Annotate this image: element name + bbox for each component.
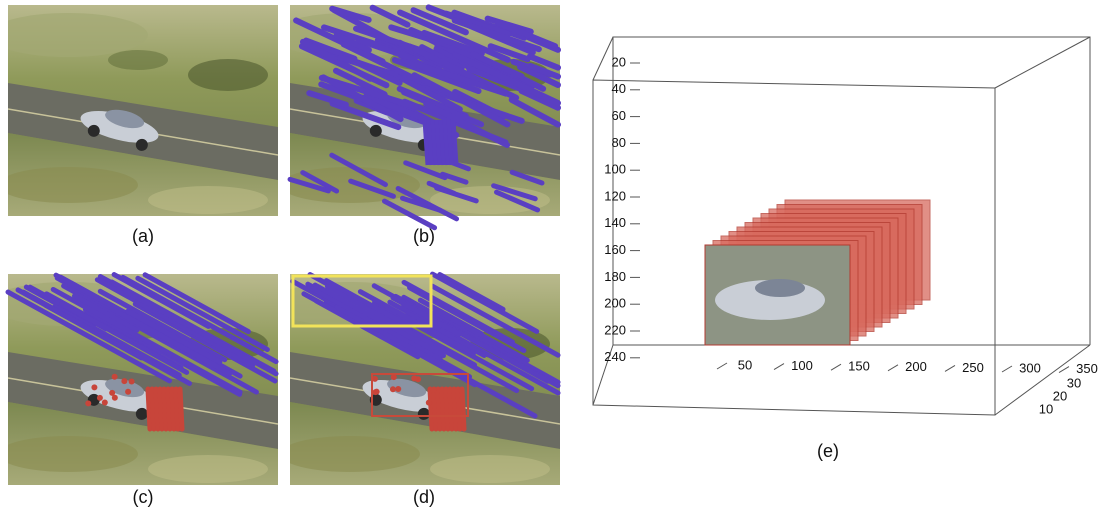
x-tick-label: 150	[848, 359, 870, 374]
tick	[945, 365, 955, 371]
trajectory-red	[438, 389, 440, 429]
trajectory	[453, 120, 456, 165]
tick	[774, 364, 784, 370]
y-tick-label: 200	[604, 296, 626, 311]
trajectory-red	[148, 389, 150, 429]
image-a	[0, 5, 278, 216]
trajectory-red	[176, 389, 178, 429]
caption: (c)	[133, 487, 154, 507]
trajectory-red	[430, 389, 432, 429]
y-tick-label: 180	[604, 269, 626, 284]
y-tick-label: 160	[604, 242, 626, 257]
point-red	[125, 389, 131, 395]
point-red	[85, 400, 91, 406]
y-tick-label: 20	[612, 54, 626, 69]
point-red	[112, 374, 118, 380]
y-tick-label: 40	[612, 81, 626, 96]
figure: (a) (b) (c) (d) (e) 20 40 60 80 100 120 140 160…	[0, 0, 1108, 512]
y-tick-label: 60	[612, 108, 626, 123]
x-tick-label: 50	[738, 357, 752, 372]
trajectory-red	[446, 389, 448, 429]
caption: (e)	[817, 441, 839, 461]
tick	[717, 363, 727, 369]
x-tick-label: 300	[1019, 360, 1041, 375]
point-red	[431, 387, 437, 393]
point-red	[109, 390, 115, 396]
point-red	[129, 378, 135, 384]
trajectory-red	[458, 389, 460, 429]
tick	[888, 365, 898, 371]
x-tick-label: 200	[905, 359, 927, 374]
caption: (b)	[413, 226, 435, 246]
y-tick-label: 240	[604, 349, 626, 364]
car	[755, 279, 805, 297]
trajectory-red	[454, 389, 456, 429]
point-red	[426, 400, 432, 406]
trajectory-red	[442, 389, 444, 429]
point-red	[372, 389, 378, 395]
point-red	[97, 395, 103, 401]
y-tick-label: 80	[612, 135, 626, 150]
trajectory-red	[152, 389, 154, 429]
trajectory-red	[156, 389, 158, 429]
z-tick-label: 10	[1039, 401, 1053, 416]
x-tick-label: 250	[962, 360, 984, 375]
point-red	[390, 386, 396, 392]
x-tick-label: 100	[791, 358, 813, 373]
caption: (d)	[413, 487, 435, 507]
trajectory-red	[164, 389, 166, 429]
caption: (a)	[132, 226, 154, 246]
z-tick-label: 30	[1067, 375, 1081, 390]
point-red	[121, 378, 127, 384]
y-tick-label: 140	[604, 215, 626, 230]
trajectory-red	[434, 389, 436, 429]
frame-stack	[705, 200, 930, 345]
tick	[831, 364, 841, 370]
trajectory-red	[172, 389, 174, 429]
point-red	[102, 399, 108, 405]
z-tick-label: 20	[1053, 388, 1067, 403]
point-red	[391, 374, 397, 380]
tick	[1002, 366, 1012, 372]
trajectory-red	[462, 389, 464, 429]
point-red	[411, 375, 417, 381]
x-tick-label: 350	[1076, 361, 1098, 376]
trajectory-red	[168, 389, 170, 429]
point-red	[395, 386, 401, 392]
point-red	[91, 384, 97, 390]
trajectory-red	[450, 389, 452, 429]
trajectory-red	[160, 389, 162, 429]
y-tick-label: 100	[604, 162, 626, 177]
y-tick-label: 220	[604, 322, 626, 337]
trajectory-red	[180, 389, 182, 429]
tick	[1059, 367, 1069, 373]
y-tick-label: 120	[604, 188, 626, 203]
